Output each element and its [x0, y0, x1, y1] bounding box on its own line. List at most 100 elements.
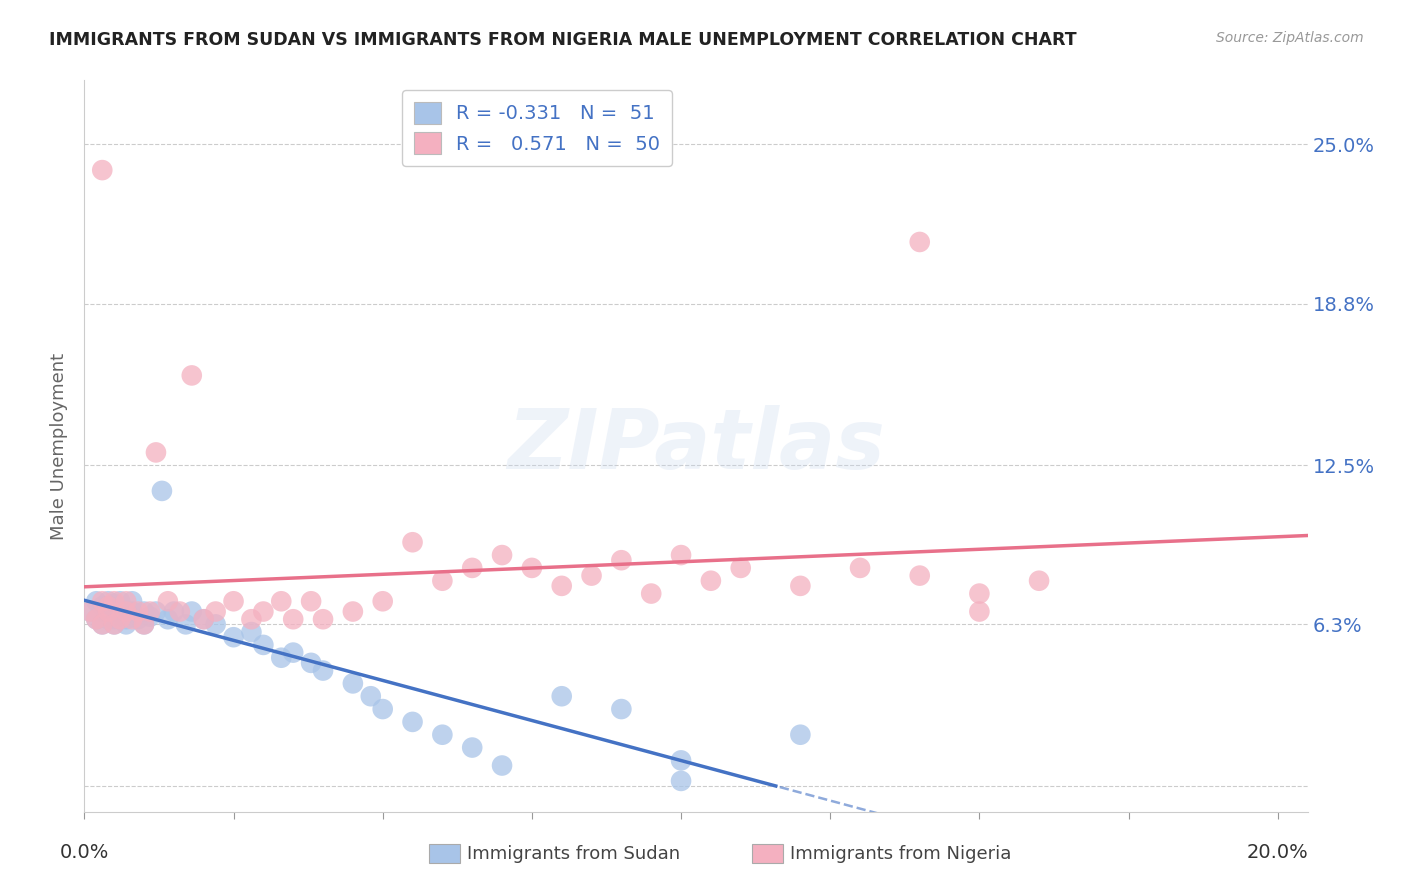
Point [204, 605, 226, 619]
Point [299, 594, 322, 608]
Point [371, 702, 394, 716]
Point [180, 605, 202, 619]
Point [461, 561, 484, 575]
Y-axis label: Male Unemployment: Male Unemployment [49, 352, 67, 540]
Point [91, 617, 114, 632]
Point [115, 594, 138, 608]
Point [91, 617, 114, 632]
Point [132, 617, 155, 632]
Point [91, 599, 114, 614]
Point [283, 612, 305, 626]
Point [969, 605, 991, 619]
Point [180, 368, 202, 383]
Point [299, 656, 322, 670]
Point [139, 609, 162, 624]
Point [103, 617, 125, 632]
Point [97, 599, 120, 614]
Point [551, 690, 574, 704]
Point [270, 594, 292, 608]
Point [108, 612, 131, 626]
Point [222, 594, 245, 608]
Point [103, 594, 125, 608]
Point [145, 605, 167, 619]
Point [97, 594, 120, 608]
Point [91, 163, 114, 178]
Point [84, 612, 107, 626]
Point [121, 594, 143, 608]
Point [121, 612, 143, 626]
Point [115, 617, 138, 632]
Text: Immigrants from Nigeria: Immigrants from Nigeria [790, 845, 1011, 863]
Point [908, 235, 931, 249]
Point [240, 612, 263, 626]
Point [84, 612, 107, 626]
Point [491, 758, 513, 772]
Point [103, 597, 125, 611]
Point [432, 574, 454, 588]
Point [342, 676, 364, 690]
Point [132, 605, 155, 619]
Point [169, 605, 191, 619]
Point [610, 702, 633, 716]
Text: 20.0%: 20.0% [1247, 843, 1309, 862]
Point [270, 650, 292, 665]
Point [700, 574, 723, 588]
Point [163, 605, 186, 619]
Point [908, 568, 931, 582]
Point [121, 605, 143, 619]
Point [240, 625, 263, 640]
Point [461, 740, 484, 755]
Point [283, 646, 305, 660]
Text: ZIPatlas: ZIPatlas [508, 406, 884, 486]
Point [401, 535, 423, 549]
Point [551, 579, 574, 593]
Point [360, 690, 382, 704]
Point [669, 773, 692, 788]
Point [491, 548, 513, 562]
Point [127, 612, 149, 626]
Point [91, 594, 114, 608]
Point [789, 579, 811, 593]
Point [103, 612, 125, 626]
Legend: R = -0.331   N =  51, R =   0.571   N =  50: R = -0.331 N = 51, R = 0.571 N = 50 [402, 90, 672, 166]
Point [222, 630, 245, 644]
Point [139, 605, 162, 619]
Point [132, 617, 155, 632]
Point [127, 605, 149, 619]
Point [103, 605, 125, 619]
Point [156, 612, 179, 626]
Text: IMMIGRANTS FROM SUDAN VS IMMIGRANTS FROM NIGERIA MALE UNEMPLOYMENT CORRELATION C: IMMIGRANTS FROM SUDAN VS IMMIGRANTS FROM… [49, 31, 1077, 49]
Point [789, 728, 811, 742]
Text: Immigrants from Sudan: Immigrants from Sudan [467, 845, 681, 863]
Point [610, 553, 633, 567]
Point [669, 753, 692, 767]
Point [103, 617, 125, 632]
Text: Source: ZipAtlas.com: Source: ZipAtlas.com [1216, 31, 1364, 45]
Point [108, 594, 131, 608]
Point [97, 612, 120, 626]
Point [150, 483, 173, 498]
Point [432, 728, 454, 742]
Point [849, 561, 872, 575]
Point [371, 594, 394, 608]
Point [581, 568, 603, 582]
Point [193, 612, 215, 626]
Point [252, 605, 274, 619]
Point [79, 605, 101, 619]
Point [204, 617, 226, 632]
Point [730, 561, 752, 575]
Point [1028, 574, 1050, 588]
Point [115, 605, 138, 619]
Point [84, 594, 107, 608]
Point [342, 605, 364, 619]
Point [97, 599, 120, 614]
Point [156, 594, 179, 608]
Point [97, 605, 120, 619]
Point [520, 561, 543, 575]
Point [108, 605, 131, 619]
Point [640, 586, 662, 600]
Point [115, 605, 138, 619]
Text: 0.0%: 0.0% [59, 843, 110, 862]
Point [669, 548, 692, 562]
Point [91, 605, 114, 619]
